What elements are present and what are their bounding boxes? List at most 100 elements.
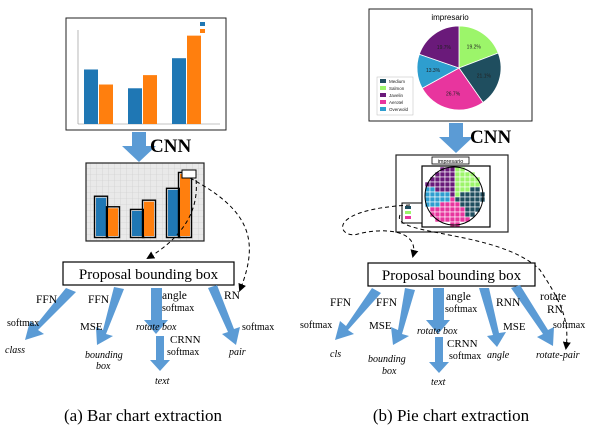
pie-mosaic-cell — [449, 176, 456, 183]
pie-mse1: MSE — [369, 320, 392, 332]
pie-crnn-softmax: softmax — [449, 351, 481, 362]
bar-proposal-box — [62, 261, 235, 286]
detected-bar-box — [105, 206, 121, 239]
bar-dashed-to-proposal — [146, 179, 197, 260]
pie-mosaic-cell — [469, 196, 476, 203]
bar-cnn-arrow — [122, 132, 156, 162]
bar-arrow-rotate — [144, 288, 168, 334]
pie-ffn2: FFN — [376, 297, 398, 309]
pie-legend-swatch — [380, 107, 386, 111]
pie-mosaic-cell — [464, 206, 471, 213]
bar-pair: pair — [228, 347, 246, 358]
pie-mosaic-cell — [459, 206, 466, 213]
pie-slice-label: 21.1% — [477, 74, 492, 80]
pie-legend-swatch — [380, 79, 386, 83]
bar-cnn-label: CNN — [150, 136, 191, 157]
pie-mosaic-cell — [459, 196, 466, 203]
pie-mosaic-cell — [444, 181, 451, 188]
pie-arrow-bbox — [391, 288, 415, 345]
detected-bar — [132, 210, 142, 236]
pie-mosaic-cell — [439, 191, 446, 198]
panel-bar: CNN Proposal bounding box FFN softmax cl… — [5, 17, 274, 425]
pie-mosaic-cell — [439, 211, 446, 218]
pie-slice-label: 26.7% — [446, 91, 461, 97]
detected-bar — [168, 189, 178, 236]
bar-arrow-bbox — [96, 287, 124, 345]
pie-slice — [458, 52, 502, 103]
pie-mosaic-cell — [449, 191, 456, 198]
bar-caption: (a) Bar chart extraction — [64, 406, 223, 425]
pie-mosaic-cell — [469, 186, 476, 193]
bar-arrow-class — [25, 288, 76, 340]
pie-mosaic-cell — [464, 211, 471, 218]
bar-legend-detection — [181, 169, 197, 179]
bar-mark — [128, 88, 142, 124]
pie-rotate-rn-1: rotate — [540, 291, 566, 303]
pie-legend-label: Aerotel — [389, 100, 403, 105]
bar-mark — [143, 75, 157, 124]
detected-bar-box — [93, 195, 109, 239]
pie-legend-swatch — [380, 100, 386, 104]
bar-bbox-1: bounding — [85, 350, 123, 361]
bar-class: class — [5, 345, 25, 356]
pie-mosaic-cell — [429, 201, 436, 208]
pie-arrow-text — [429, 337, 449, 373]
pie-mosaic-cell — [469, 181, 476, 188]
pie-title: impresario — [431, 13, 469, 22]
pie-mosaic-cell — [469, 176, 476, 183]
pie-mosaic-cell — [439, 206, 446, 213]
pie-detected-outline — [424, 166, 484, 226]
pie-mosaic-cell — [454, 181, 461, 188]
bar-angle: angle — [162, 290, 187, 302]
pie-mosaic-cell — [474, 201, 481, 208]
pie-arrow-angle — [479, 288, 506, 347]
pie-legend-detection-items — [405, 206, 411, 219]
pie-mosaic-cell — [459, 181, 466, 188]
pie-detection-outer-box — [421, 165, 491, 228]
pie-mosaic-cell — [464, 176, 471, 183]
pie-mosaic-cell — [469, 211, 476, 218]
pie-legend-swatch — [380, 93, 386, 97]
detected-bar-box — [141, 199, 157, 239]
pie-mosaic-cell — [449, 181, 456, 188]
pie-slice — [421, 67, 484, 111]
pie-softmax1: softmax — [300, 320, 332, 331]
bar-mark — [84, 69, 98, 124]
pie-bbox-2: box — [382, 366, 397, 377]
pie-mosaic-cell — [464, 191, 471, 198]
pie-mosaic-cell — [439, 176, 446, 183]
pie-mosaic-cell — [429, 206, 436, 213]
pie-mosaic-cell — [474, 196, 481, 203]
pie-mosaic-cell — [449, 171, 456, 178]
pie-mosaic-cell — [449, 166, 456, 173]
pie-bbox-1: bounding — [368, 354, 406, 365]
pie-mosaic-cell — [439, 186, 446, 193]
bar-ffn1: FFN — [36, 294, 58, 306]
pie-mosaic-cell — [454, 211, 461, 218]
pie-mosaic-cell — [454, 201, 461, 208]
pie-mosaic-cell — [434, 211, 441, 218]
pie-proposal-box — [367, 262, 536, 287]
pie-legend-label: Javelin — [389, 93, 404, 98]
pie-mosaic-cell — [444, 176, 451, 183]
pie-slice — [458, 25, 499, 69]
pie-rotate-pair: rotate-pair — [536, 350, 580, 361]
bar-dashed-relation — [189, 177, 250, 292]
pie-mosaic-cell — [474, 186, 481, 193]
pie-rotate-box: rotate box — [417, 326, 458, 337]
bar-detection-boxes — [93, 171, 193, 239]
detected-bar — [108, 208, 118, 236]
pie-rnn: RNN — [496, 297, 521, 309]
bar-softmax1: softmax — [7, 318, 39, 329]
bar-crnn: CRNN — [170, 334, 201, 346]
pie-mosaic-cell — [439, 181, 446, 188]
pie-mosaic-cell — [464, 186, 471, 193]
pie-dashed-relation — [399, 214, 571, 350]
pie-mosaic-cell — [439, 201, 446, 208]
pie-mosaic-cell — [449, 201, 456, 208]
pie-legend: Medium Salmon Javelin Aerotel Overwold — [376, 76, 414, 116]
pie-mosaic-cell — [449, 206, 456, 213]
bar-angle-softmax: softmax — [162, 303, 194, 314]
bar-mark — [187, 35, 201, 124]
pie-mosaic-cell — [429, 196, 436, 203]
